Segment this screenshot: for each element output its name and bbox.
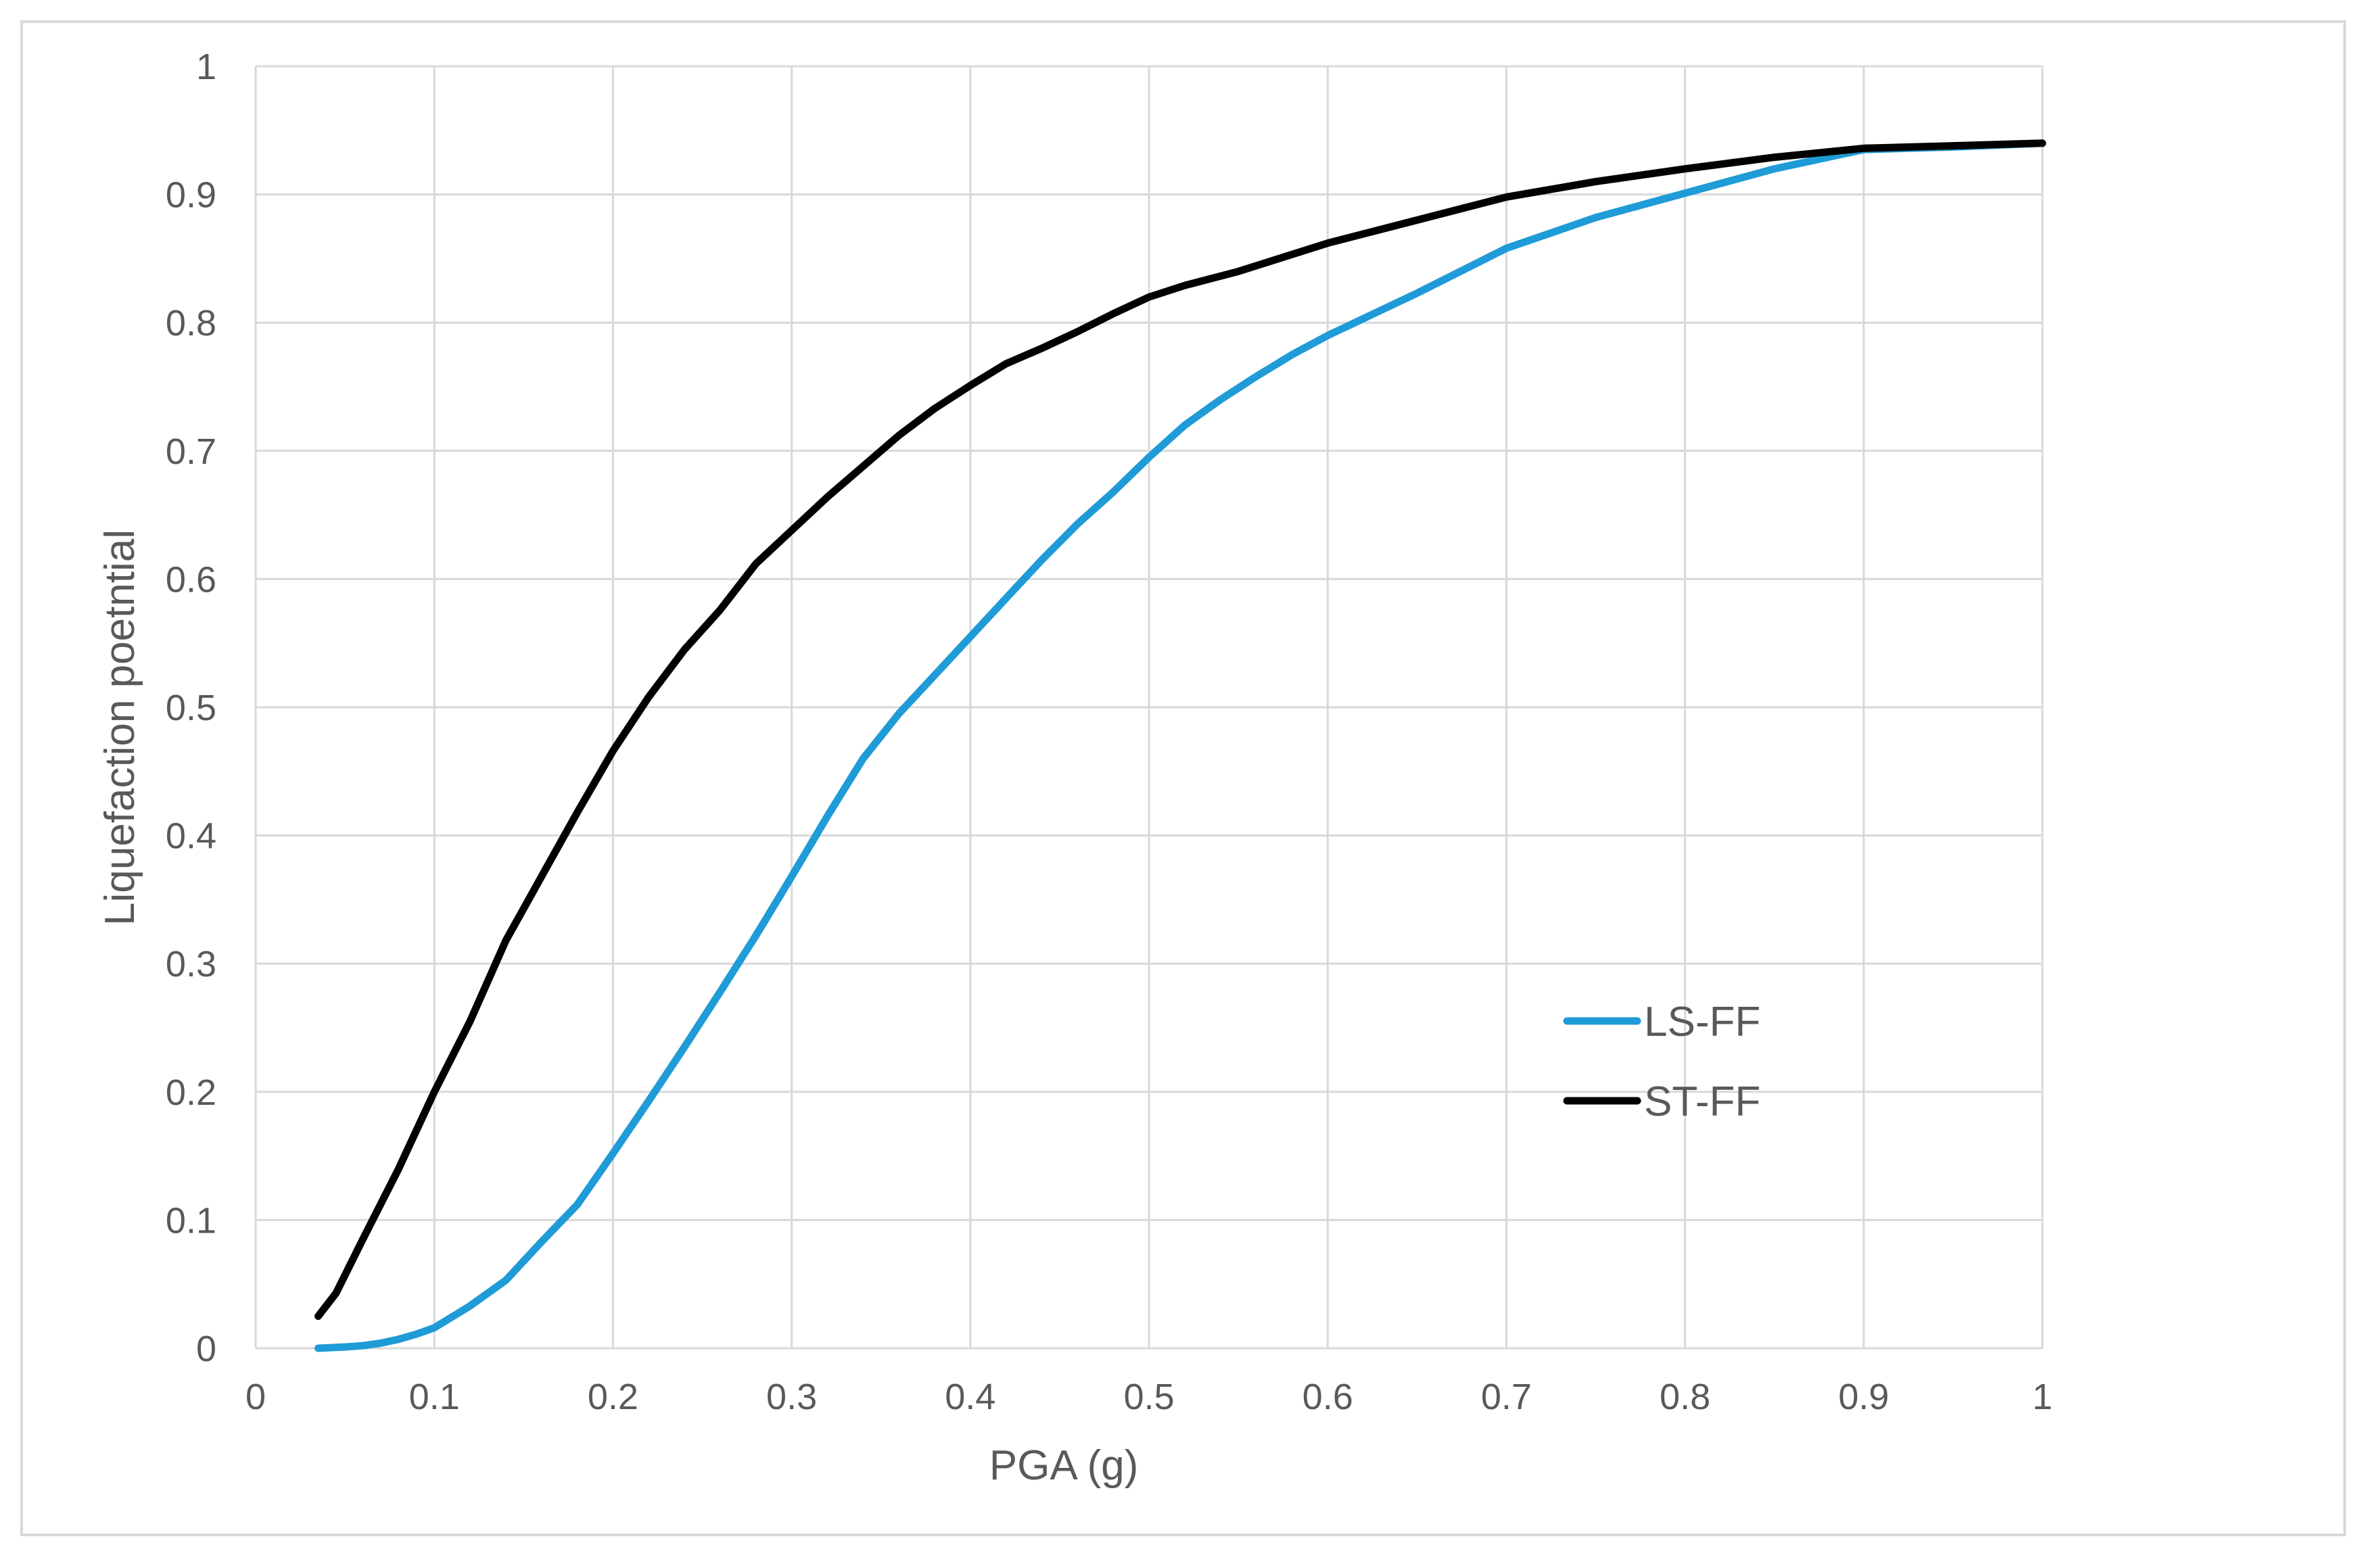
x-tick-label: 1: [2032, 1377, 2053, 1417]
x-tick-label: 0.1: [409, 1377, 460, 1417]
y-axis-title: Liquefaction poetntial: [97, 529, 143, 926]
y-tick-label: 0.7: [166, 431, 216, 472]
legend: LS-FF ST-FF: [1563, 999, 1760, 1125]
y-tick-label: 0.8: [166, 303, 216, 343]
y-tick-label: 0.6: [166, 559, 216, 600]
series-line-st-ff: [314, 139, 2046, 1321]
x-tick-label: 0.6: [1303, 1377, 1353, 1417]
series-line-ls-ff: [314, 139, 2046, 1352]
y-tick-label: 0.1: [166, 1200, 216, 1241]
x-tick-label: 0.3: [766, 1377, 817, 1417]
gridlines: [254, 65, 2044, 1350]
x-axis-ticks: 0 0.1 0.2 0.3 0.4 0.5 0.6 0.7 0.8 0.9 1: [245, 1377, 2053, 1417]
x-tick-label: 0.7: [1481, 1377, 1532, 1417]
y-axis-ticks: 0 0.1 0.2 0.3 0.4 0.5 0.6 0.7 0.8 0.9 1: [166, 47, 216, 1369]
y-tick-label: 0.4: [166, 816, 216, 857]
y-tick-label: 0.2: [166, 1072, 216, 1113]
chart-border: [20, 20, 2346, 1536]
y-tick-label: 1: [196, 47, 216, 87]
series-lines: [314, 139, 2046, 1352]
x-tick-label: 0.9: [1838, 1377, 1889, 1417]
y-tick-label: 0.3: [166, 944, 216, 984]
x-tick-label: 0: [245, 1377, 266, 1417]
x-axis-title: PGA (g): [989, 1442, 1139, 1489]
x-tick-label: 0.2: [588, 1377, 638, 1417]
y-tick-label: 0.5: [166, 688, 216, 728]
y-tick-label: 0: [196, 1329, 216, 1369]
x-tick-label: 0.4: [945, 1377, 996, 1417]
x-tick-label: 0.5: [1123, 1377, 1174, 1417]
x-tick-label: 0.8: [1660, 1377, 1710, 1417]
legend-label-st-ff: ST-FF: [1644, 1078, 1760, 1125]
y-tick-label: 0.9: [166, 175, 216, 216]
legend-label-ls-ff: LS-FF: [1644, 999, 1760, 1045]
